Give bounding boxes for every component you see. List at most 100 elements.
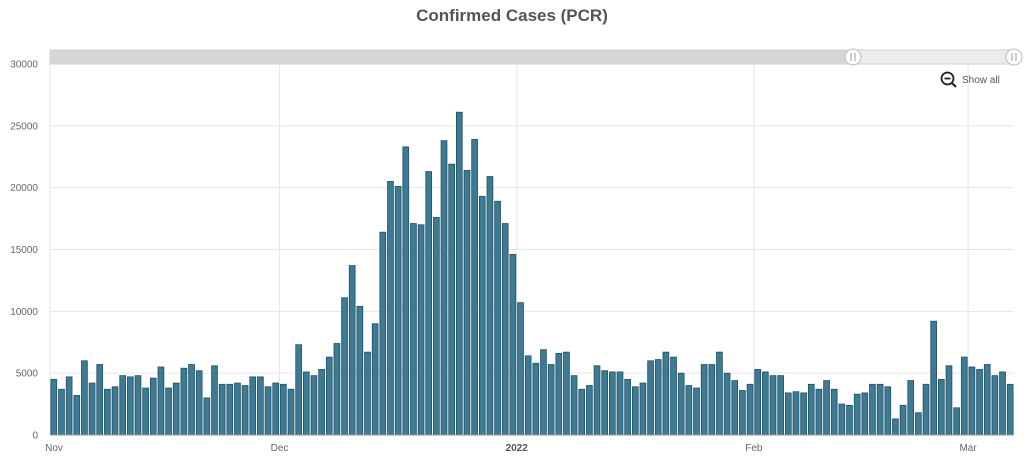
bar[interactable]: [319, 369, 325, 435]
bar[interactable]: [648, 361, 654, 435]
bar[interactable]: [296, 345, 302, 435]
bar[interactable]: [59, 389, 65, 435]
bar[interactable]: [418, 225, 424, 435]
bar[interactable]: [51, 379, 57, 435]
bar[interactable]: [816, 389, 822, 435]
bar[interactable]: [931, 321, 937, 435]
bar[interactable]: [433, 217, 439, 435]
bar[interactable]: [403, 147, 409, 435]
bar[interactable]: [571, 376, 577, 435]
bar[interactable]: [242, 386, 248, 435]
bar[interactable]: [82, 361, 88, 435]
bar[interactable]: [977, 369, 983, 435]
bar[interactable]: [755, 369, 761, 435]
bar[interactable]: [709, 365, 715, 435]
bar[interactable]: [365, 352, 371, 435]
bar[interactable]: [250, 377, 256, 435]
bar[interactable]: [342, 298, 348, 435]
bar[interactable]: [1007, 384, 1013, 435]
bar[interactable]: [166, 388, 172, 435]
bar[interactable]: [900, 405, 906, 435]
bar[interactable]: [747, 384, 753, 435]
bar[interactable]: [548, 365, 554, 435]
bar[interactable]: [770, 376, 776, 435]
bar[interactable]: [158, 367, 164, 435]
bar[interactable]: [686, 386, 692, 435]
bar[interactable]: [533, 363, 539, 435]
bar[interactable]: [189, 365, 195, 435]
bar[interactable]: [135, 376, 141, 435]
bar[interactable]: [655, 360, 661, 435]
bar[interactable]: [739, 390, 745, 435]
bar[interactable]: [556, 353, 562, 435]
bar[interactable]: [104, 389, 110, 435]
bar[interactable]: [609, 372, 615, 435]
bar[interactable]: [487, 177, 493, 435]
bar[interactable]: [464, 170, 470, 435]
bar[interactable]: [839, 404, 845, 435]
bar[interactable]: [456, 112, 462, 435]
bar[interactable]: [120, 376, 126, 435]
bar[interactable]: [862, 393, 868, 435]
bar[interactable]: [541, 350, 547, 435]
bar[interactable]: [678, 373, 684, 435]
bar[interactable]: [961, 357, 967, 435]
bar[interactable]: [380, 232, 386, 435]
bar[interactable]: [265, 387, 271, 435]
bar[interactable]: [885, 387, 891, 435]
bar[interactable]: [579, 389, 585, 435]
bar[interactable]: [173, 383, 179, 435]
bar[interactable]: [724, 373, 730, 435]
bar[interactable]: [280, 384, 286, 435]
bar[interactable]: [564, 352, 570, 435]
bar[interactable]: [525, 356, 531, 435]
bar[interactable]: [602, 371, 608, 435]
bar[interactable]: [594, 366, 600, 435]
bar[interactable]: [938, 379, 944, 435]
bar[interactable]: [502, 224, 508, 435]
bar[interactable]: [793, 392, 799, 435]
bar[interactable]: [449, 164, 455, 435]
show-all-button[interactable]: Show all: [940, 71, 1000, 89]
bar[interactable]: [701, 365, 707, 435]
bar[interactable]: [212, 366, 218, 435]
bar[interactable]: [388, 181, 394, 435]
bar[interactable]: [663, 352, 669, 435]
bar[interactable]: [257, 377, 263, 435]
bar[interactable]: [181, 368, 187, 435]
bar[interactable]: [877, 384, 883, 435]
bar[interactable]: [870, 384, 876, 435]
bar[interactable]: [143, 388, 149, 435]
bar[interactable]: [617, 372, 623, 435]
bar[interactable]: [824, 381, 830, 435]
navigator-selected-range[interactable]: [50, 50, 853, 64]
bar[interactable]: [625, 379, 631, 435]
bar[interactable]: [915, 413, 921, 435]
bar[interactable]: [1000, 372, 1006, 435]
bar[interactable]: [273, 383, 279, 435]
bar[interactable]: [426, 172, 432, 435]
bar[interactable]: [357, 306, 363, 435]
bar[interactable]: [640, 383, 646, 435]
bar[interactable]: [326, 357, 332, 435]
bar[interactable]: [923, 384, 929, 435]
bar[interactable]: [732, 381, 738, 435]
bar[interactable]: [74, 395, 80, 435]
bar[interactable]: [441, 141, 447, 435]
bar[interactable]: [671, 357, 677, 435]
bar[interactable]: [349, 266, 355, 435]
bar[interactable]: [372, 324, 378, 435]
bar[interactable]: [808, 384, 814, 435]
bar[interactable]: [984, 365, 990, 435]
bar[interactable]: [410, 224, 416, 435]
bar[interactable]: [586, 386, 592, 435]
bar[interactable]: [785, 393, 791, 435]
bar[interactable]: [908, 381, 914, 435]
bar[interactable]: [204, 398, 210, 435]
bar[interactable]: [717, 352, 723, 435]
bar[interactable]: [801, 393, 807, 435]
bar[interactable]: [854, 394, 860, 435]
bar[interactable]: [89, 383, 95, 435]
bar[interactable]: [127, 377, 133, 435]
bar[interactable]: [219, 384, 225, 435]
